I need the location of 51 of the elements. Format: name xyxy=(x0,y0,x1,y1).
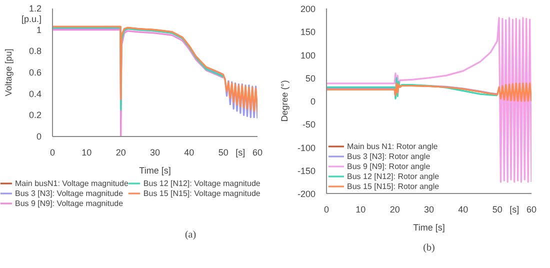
y-tick-label: 0.4 xyxy=(28,88,42,99)
y-tick-label: 0.2 xyxy=(28,110,42,120)
x-tick-label: 40 xyxy=(184,148,194,158)
x-tick-label: [s] xyxy=(236,148,246,158)
legend-label: Bus 15 [N15]: Voltage magnitude xyxy=(143,188,260,198)
legend-label: Bus 3 [N3]: Voltage magnitude xyxy=(15,188,124,198)
x-tick-label: 30 xyxy=(424,204,434,214)
legend-label: Main busN1: Voltage magnitude xyxy=(15,178,128,188)
text: (b) xyxy=(423,242,435,254)
x-tick-label: 20 xyxy=(390,204,400,214)
x-tick-label: 0 xyxy=(50,148,56,158)
x-tick-label: 50 xyxy=(218,148,228,158)
y-tick-label: -150 xyxy=(297,166,316,176)
x-tick-label: 60 xyxy=(526,204,537,214)
line-series xyxy=(326,16,532,183)
legend-label: Bus 15 [N15]: Rotor angle xyxy=(347,181,440,191)
y-tick-label: [p.u.] xyxy=(21,14,42,24)
y-tick-label: 200 xyxy=(300,4,316,14)
legend-label: Bus 9 [N9]: Voltage magnitude xyxy=(15,198,124,208)
x-tick-label: 40 xyxy=(458,204,468,214)
y-axis-title: Degree (°) xyxy=(279,80,290,122)
text: (a) xyxy=(184,230,196,240)
x-tick-label: 10 xyxy=(356,204,366,214)
x-axis-title: Time [s] xyxy=(413,222,445,232)
y-tick-label: -200 xyxy=(297,189,316,199)
y-tick-label: 1.2 xyxy=(28,4,42,14)
x-tick-label: 50 xyxy=(492,204,502,214)
x-tick-label: 30 xyxy=(150,148,160,158)
line-series xyxy=(326,82,532,102)
y-tick-label: 0.6 xyxy=(28,68,42,78)
x-tick-label: 10 xyxy=(82,148,92,158)
y-tick-label: 0 xyxy=(310,96,316,106)
y-tick-label: -50 xyxy=(302,120,316,130)
y-axis-title: Voltage [pu] xyxy=(3,48,14,96)
y-tick-label: 50 xyxy=(305,73,316,84)
x-tick-label: 60 xyxy=(252,148,263,158)
y-tick-label: 1 xyxy=(36,24,42,35)
y-tick-label: 100 xyxy=(300,50,316,60)
y-tick-label: 0.8 xyxy=(28,46,42,56)
legend-label: Bus 3 [N3]: Rotor angle xyxy=(347,151,430,161)
x-tick-label: [s] xyxy=(510,204,520,214)
y-tick-label: 0 xyxy=(36,132,42,142)
x-tick-label: 20 xyxy=(116,148,126,158)
x-axis-title: Time [s] xyxy=(139,166,171,176)
legend-label: Bus 12 [N12]: Rotor angle xyxy=(347,171,440,181)
x-tick-label: 0 xyxy=(324,204,330,214)
legend-label: Bus 12 [N12]: Voltage magnitude xyxy=(143,178,260,188)
legend-label: Bus 9 [N9]: Rotor angle xyxy=(347,161,430,171)
legend-label: Main bus N1: Rotor angle xyxy=(347,141,438,151)
y-tick-label: 150 xyxy=(300,27,316,38)
y-tick-label: -100 xyxy=(297,142,316,153)
